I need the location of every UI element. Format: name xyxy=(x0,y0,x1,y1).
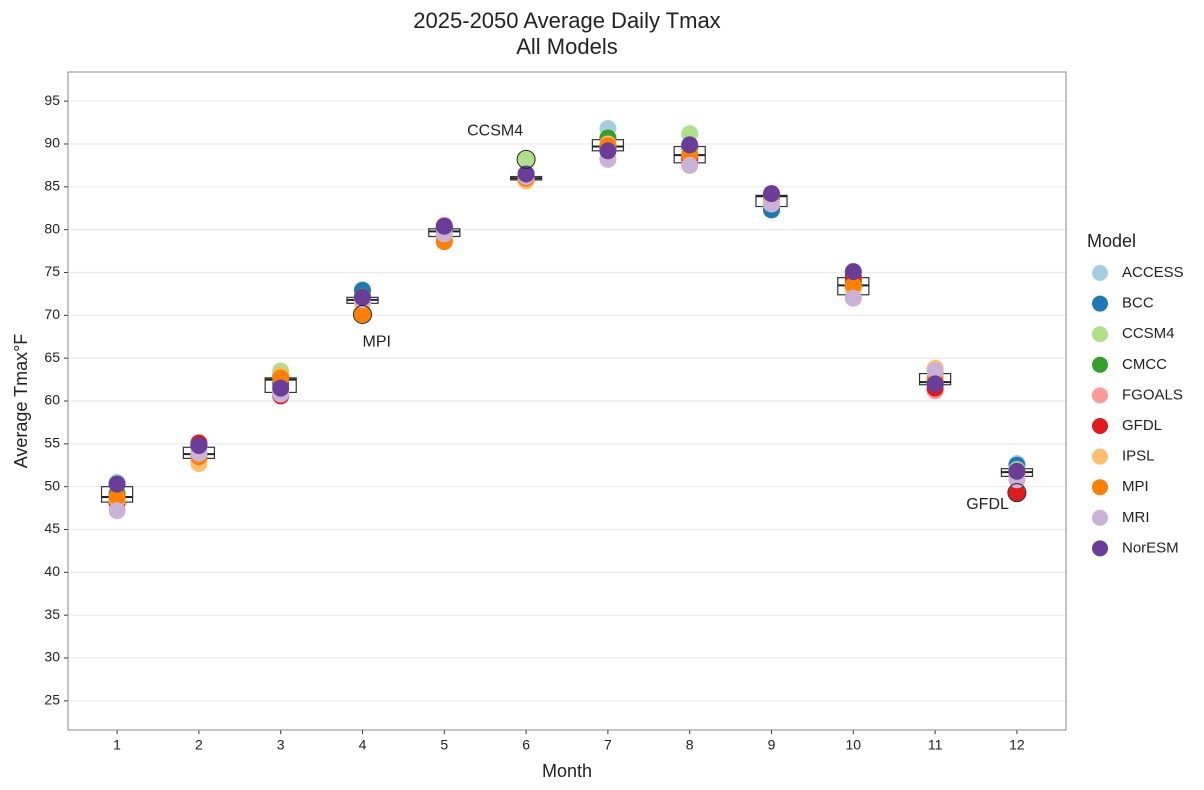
chart-subtitle: All Models xyxy=(516,34,617,59)
legend-swatch xyxy=(1092,479,1108,496)
model-point xyxy=(926,362,944,380)
annotation: MPI xyxy=(362,334,390,351)
x-tick-label: 12 xyxy=(1009,737,1025,753)
legend-swatch xyxy=(1092,509,1108,526)
annotation: CCSM4 xyxy=(467,123,523,140)
x-tick-label: 7 xyxy=(604,737,612,753)
x-tick-label: 11 xyxy=(928,737,943,753)
legend-label: MPI xyxy=(1122,478,1149,495)
legend-label: FGOALS xyxy=(1122,386,1183,403)
x-tick-label: 2 xyxy=(195,737,203,753)
outlier-ring xyxy=(516,149,536,169)
model-point xyxy=(681,156,699,174)
x-axis-label: Month xyxy=(542,761,592,781)
legend-swatch xyxy=(1092,448,1108,465)
y-tick-label: 80 xyxy=(44,220,60,236)
y-tick-label: 95 xyxy=(44,92,60,108)
x-tick-label: 8 xyxy=(686,737,694,753)
legend-swatch xyxy=(1092,295,1108,312)
model-point xyxy=(763,185,781,203)
x-tick-label: 3 xyxy=(277,737,285,753)
model-point xyxy=(599,142,617,160)
model-point xyxy=(844,263,862,281)
x-tick-label: 10 xyxy=(846,737,862,753)
y-tick-label: 75 xyxy=(44,263,60,279)
y-tick-label: 40 xyxy=(44,563,60,579)
legend-label: IPSL xyxy=(1122,448,1155,465)
y-axis-label: Average Tmax°F xyxy=(11,334,31,469)
model-point xyxy=(272,379,290,397)
x-tick-label: 1 xyxy=(113,737,121,753)
y-tick-label: 90 xyxy=(44,135,60,151)
model-point xyxy=(1008,484,1026,502)
legend-swatch xyxy=(1092,540,1108,557)
model-point xyxy=(517,165,535,183)
plot-border xyxy=(67,71,1067,731)
legend-title: Model xyxy=(1087,231,1136,251)
legend-label: GFDL xyxy=(1122,417,1162,434)
model-point xyxy=(926,375,944,393)
x-tick-label: 9 xyxy=(768,737,776,753)
legend-swatch xyxy=(1092,418,1108,434)
model-point xyxy=(517,150,535,168)
x-tick-label: 5 xyxy=(440,737,448,753)
y-tick-label: 60 xyxy=(44,392,60,408)
legend-label: CCSM4 xyxy=(1122,325,1175,342)
legend-swatch xyxy=(1092,326,1108,343)
chart-title: 2025-2050 Average Daily Tmax xyxy=(413,8,720,33)
y-tick-label: 50 xyxy=(44,477,60,493)
legend-label: CMCC xyxy=(1122,356,1167,373)
legend-label: BCC xyxy=(1122,295,1154,312)
y-tick-label: 85 xyxy=(44,178,60,194)
model-point xyxy=(108,488,126,506)
model-point xyxy=(1008,462,1026,480)
model-point xyxy=(681,136,699,154)
model-point xyxy=(353,305,371,323)
legend-swatch xyxy=(1092,265,1108,281)
y-tick-label: 70 xyxy=(44,306,60,322)
model-point xyxy=(108,475,126,493)
y-tick-label: 30 xyxy=(44,649,60,665)
y-tick-label: 25 xyxy=(44,692,60,708)
model-point xyxy=(435,217,453,235)
legend-swatch xyxy=(1092,356,1108,373)
model-point xyxy=(108,502,126,520)
model-point xyxy=(353,288,371,306)
legend-swatch xyxy=(1092,387,1108,404)
y-tick-label: 65 xyxy=(44,349,60,365)
model-point xyxy=(844,276,862,294)
y-tick-label: 35 xyxy=(44,606,60,622)
x-tick-label: 6 xyxy=(522,737,530,753)
legend-label: ACCESS xyxy=(1122,264,1184,281)
outlier-ring xyxy=(352,304,372,324)
y-tick-label: 55 xyxy=(44,435,60,451)
annotation: GFDL xyxy=(966,496,1009,513)
y-tick-label: 45 xyxy=(44,520,60,536)
outlier-ring xyxy=(1007,483,1027,503)
model-point xyxy=(844,289,862,307)
legend-label: NorESM xyxy=(1122,539,1179,556)
legend-label: MRI xyxy=(1122,509,1150,526)
model-point xyxy=(190,437,208,455)
x-tick-label: 4 xyxy=(359,737,367,753)
